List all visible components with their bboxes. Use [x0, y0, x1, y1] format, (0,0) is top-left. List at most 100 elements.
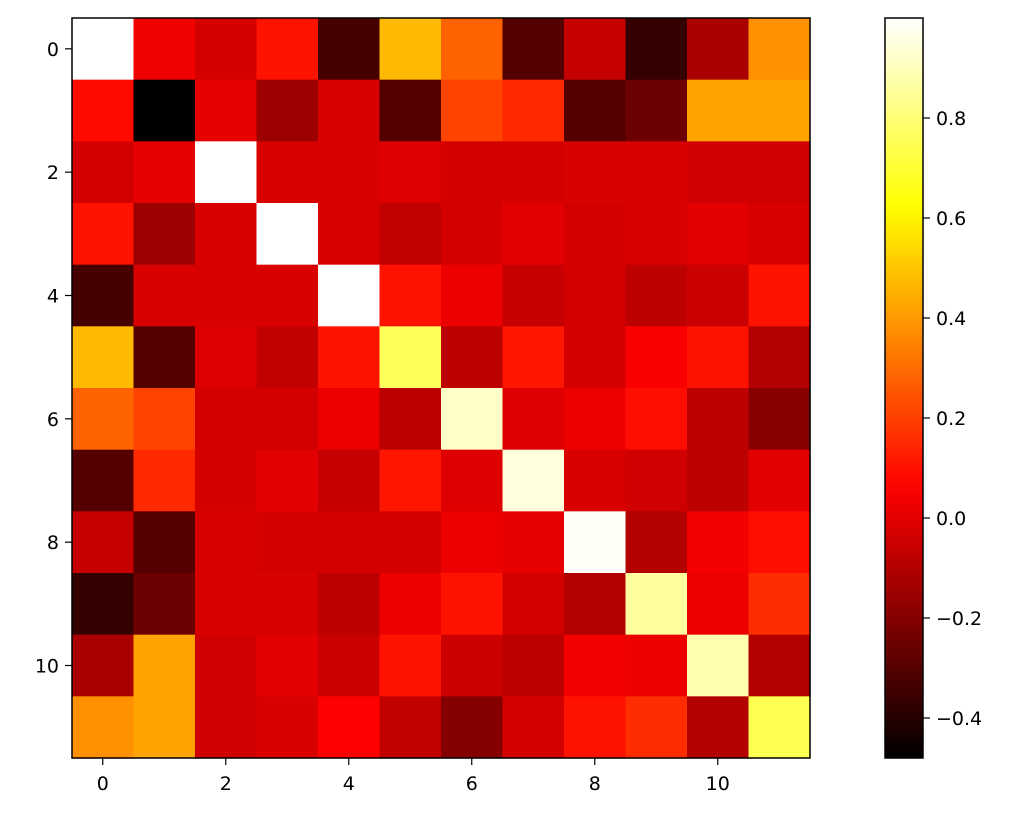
y-tick-label: 2 — [47, 162, 59, 184]
heatmap-cell-r2-c3 — [256, 141, 319, 204]
heatmap-cell-r11-c3 — [256, 696, 319, 759]
heatmap-cell-r9-c1 — [133, 573, 196, 636]
heatmap-cell-r4-c11 — [748, 264, 811, 327]
heatmap-cell-r8-c0 — [72, 511, 135, 574]
heatmap-cell-r8-c6 — [441, 511, 504, 574]
heatmap-cell-r6-c5 — [379, 388, 442, 451]
y-tick-label: 8 — [47, 532, 59, 554]
heatmap-cell-r11-c1 — [133, 696, 196, 759]
heatmap-cell-r5-c11 — [748, 326, 811, 389]
heatmap-cell-r0-c5 — [379, 18, 442, 81]
heatmap-cell-r8-c4 — [318, 511, 381, 574]
heatmap-cell-r2-c2 — [195, 141, 258, 204]
heatmap-cell-r10-c7 — [502, 634, 565, 697]
heatmap-cell-r1-c1 — [133, 79, 196, 142]
heatmap-cell-r4-c7 — [502, 264, 565, 327]
heatmap-cell-r11-c8 — [564, 696, 627, 759]
heatmap-cell-r5-c0 — [72, 326, 135, 389]
heatmap-cell-r2-c8 — [564, 141, 627, 204]
heatmap-cell-r0-c3 — [256, 18, 319, 81]
heatmap-cell-r6-c0 — [72, 388, 135, 451]
heatmap-cell-r0-c9 — [625, 18, 688, 81]
heatmap-cell-r1-c0 — [72, 79, 135, 142]
heatmap-cell-r8-c1 — [133, 511, 196, 574]
heatmap-cell-r6-c2 — [195, 388, 258, 451]
x-axis: 0 2 4 6 8 10 — [97, 758, 730, 795]
heatmap-cell-r2-c11 — [748, 141, 811, 204]
heatmap-cell-r6-c9 — [625, 388, 688, 451]
y-tick-label: 6 — [47, 409, 59, 431]
heatmap-cell-r7-c10 — [687, 449, 750, 512]
heatmap-cell-r7-c1 — [133, 449, 196, 512]
heatmap-cell-r10-c1 — [133, 634, 196, 697]
colorbar-frame — [884, 17, 924, 759]
heatmap-cell-r0-c10 — [687, 18, 750, 81]
heatmap-cell-r5-c8 — [564, 326, 627, 389]
heatmap-cell-r5-c10 — [687, 326, 750, 389]
heatmap-cell-r0-c11 — [748, 18, 811, 81]
heatmap-cell-r6-c11 — [748, 388, 811, 451]
colorbar-tick-label: 0.6 — [936, 208, 966, 230]
heatmap-cell-r4-c8 — [564, 264, 627, 327]
heatmap-cell-r5-c3 — [256, 326, 319, 389]
heatmap-cell-r5-c2 — [195, 326, 258, 389]
heatmap-cell-r8-c5 — [379, 511, 442, 574]
heatmap-cell-r3-c4 — [318, 203, 381, 266]
heatmap-cell-r9-c3 — [256, 573, 319, 636]
heatmap-cell-r6-c1 — [133, 388, 196, 451]
heatmap-cell-r4-c3 — [256, 264, 319, 327]
heatmap-cell-r2-c7 — [502, 141, 565, 204]
heatmap-cell-r1-c8 — [564, 79, 627, 142]
heatmap-cell-r8-c11 — [748, 511, 811, 574]
heatmap-cell-r4-c6 — [441, 264, 504, 327]
heatmap-cell-r6-c4 — [318, 388, 381, 451]
heatmap-cell-r3-c3 — [256, 203, 319, 266]
colorbar-tick-label: −0.4 — [936, 708, 982, 730]
heatmap-cell-r7-c4 — [318, 449, 381, 512]
heatmap-cell-r7-c8 — [564, 449, 627, 512]
colorbar-tick-label: 0.0 — [936, 508, 966, 530]
heatmap-cell-r2-c4 — [318, 141, 381, 204]
heatmap-cell-r4-c5 — [379, 264, 442, 327]
heatmap-cell-r10-c2 — [195, 634, 258, 697]
y-axis: 0 2 4 6 8 10 — [35, 39, 72, 678]
heatmap-cell-r9-c4 — [318, 573, 381, 636]
heatmap-cell-r10-c4 — [318, 634, 381, 697]
heatmap-cell-r0-c2 — [195, 18, 258, 81]
colorbar-tick-label: 0.8 — [936, 108, 966, 130]
plot-frame — [71, 17, 811, 759]
heatmap-cell-r11-c2 — [195, 696, 258, 759]
x-tick-label: 0 — [97, 773, 109, 795]
heatmap-cell-r9-c6 — [441, 573, 504, 636]
colorbar — [885, 18, 923, 758]
heatmap-cell-r0-c1 — [133, 18, 196, 81]
x-tick-label: 10 — [706, 773, 730, 795]
heatmap-cell-r11-c4 — [318, 696, 381, 759]
heatmap-cell-r3-c10 — [687, 203, 750, 266]
heatmap-cell-r10-c8 — [564, 634, 627, 697]
heatmap-cell-r9-c11 — [748, 573, 811, 636]
heatmap-cell-r11-c11 — [748, 696, 811, 759]
x-tick-label: 2 — [220, 773, 232, 795]
heatmap-cell-r2-c9 — [625, 141, 688, 204]
heatmap-cell-r2-c0 — [72, 141, 135, 204]
heatmap-cell-r10-c6 — [441, 634, 504, 697]
heatmap-cell-r5-c5 — [379, 326, 442, 389]
heatmap-cell-r4-c0 — [72, 264, 135, 327]
y-tick-label: 0 — [47, 39, 59, 61]
heatmap-cell-r2-c10 — [687, 141, 750, 204]
heatmap-cell-r3-c1 — [133, 203, 196, 266]
heatmap-cell-r2-c5 — [379, 141, 442, 204]
heatmap-cell-r1-c11 — [748, 79, 811, 142]
heatmap-cells — [72, 18, 811, 759]
heatmap-cell-r3-c9 — [625, 203, 688, 266]
heatmap-cell-r8-c8 — [564, 511, 627, 574]
heatmap-cell-r1-c4 — [318, 79, 381, 142]
heatmap-cell-r5-c4 — [318, 326, 381, 389]
x-tick-label: 6 — [466, 773, 478, 795]
heatmap-cell-r0-c6 — [441, 18, 504, 81]
heatmap-cell-r11-c0 — [72, 696, 135, 759]
heatmap-cell-r7-c6 — [441, 449, 504, 512]
y-tick-label: 4 — [47, 286, 59, 308]
heatmap-cell-r1-c7 — [502, 79, 565, 142]
